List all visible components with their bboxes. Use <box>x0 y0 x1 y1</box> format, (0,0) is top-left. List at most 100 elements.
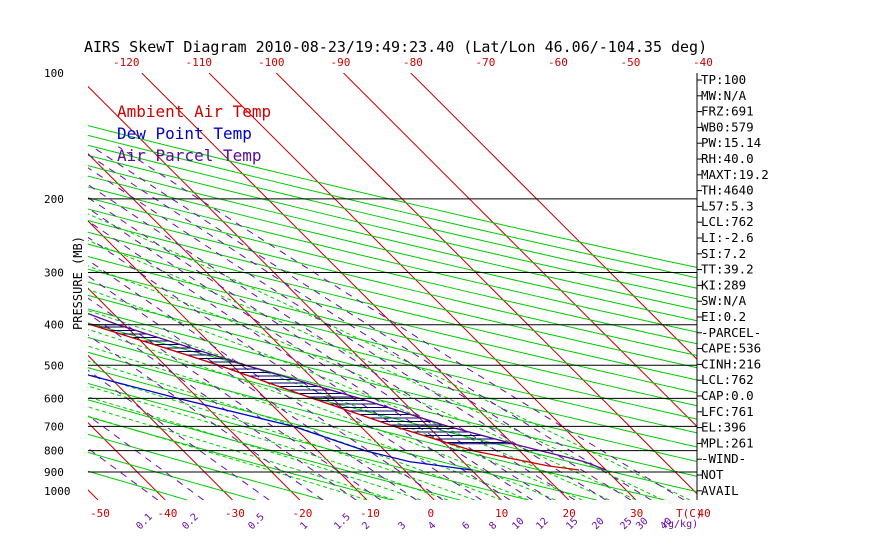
pressure-tick-label: 1000 <box>44 485 71 498</box>
bottom-temp-tick-label: -30 <box>225 507 245 520</box>
isotherm-line <box>88 422 166 500</box>
dry-adiabat-line <box>88 219 697 369</box>
stability-index-item: MAXT:19.2 <box>701 167 769 182</box>
stability-index-item: LFC:761 <box>701 404 754 419</box>
bottom-temp-tick-label: 30 <box>630 507 643 520</box>
isotherm-line <box>88 287 301 500</box>
top-temp-tick-label: -50 <box>621 56 641 69</box>
dry-adiabat-line <box>88 433 324 500</box>
chart-title: AIRS SkewT Diagram 2010-08-23/19:49:23.4… <box>84 38 707 56</box>
stability-index-item: EI:0.2 <box>701 309 746 324</box>
mixing-ratio-tick-label: 10 <box>510 516 526 532</box>
top-temp-tick-label: -100 <box>258 56 285 69</box>
top-temp-tick-label: -60 <box>548 56 568 69</box>
stability-index-item: SI:7.2 <box>701 246 746 261</box>
dry-adiabat-line <box>88 268 697 420</box>
mixing-ratio-tick-label: 1.5 <box>332 512 353 533</box>
pressure-tick-label: 800 <box>44 445 64 458</box>
bottom-temp-tick-label: -20 <box>293 507 313 520</box>
legend-entry: Air Parcel Temp <box>117 146 262 165</box>
pressure-tick-label: 100 <box>44 67 64 80</box>
pressure-tick-label: 900 <box>44 466 64 479</box>
stability-index-item: FRZ:691 <box>701 104 754 119</box>
stability-index-item: NOT <box>701 467 724 482</box>
stability-index-item: EL:396 <box>701 420 746 435</box>
stability-index-item: LI:-2.6 <box>701 230 754 245</box>
moist-adiabat-line <box>88 310 583 500</box>
moist-adiabat-line <box>88 240 664 500</box>
moist-adiabat-line <box>88 328 556 500</box>
top-temp-tick-label: -80 <box>403 56 423 69</box>
legend-entry: Ambient Air Temp <box>117 102 271 121</box>
top-temp-tick-label: -90 <box>331 56 351 69</box>
isotherm-line <box>410 73 697 360</box>
pressure-tick-label: 300 <box>44 267 64 280</box>
moist-adiabat-line <box>88 213 691 500</box>
stability-index-item: PW:15.14 <box>701 135 761 150</box>
stability-index-item: CINH:216 <box>701 356 761 371</box>
moist-adiabat-line <box>88 406 395 500</box>
mixing-ratio-tick-label: 0.1 <box>134 512 155 533</box>
mixing-ratio-tick-label: 1 <box>298 520 310 532</box>
mixing-ratio-tick-label: 20 <box>590 516 606 532</box>
isotherm-line <box>275 73 697 495</box>
dry-adiabat-line <box>88 144 697 289</box>
bottom-temp-tick-label: 20 <box>563 507 576 520</box>
mixing-ratio-tick-label: 4 <box>426 520 438 532</box>
mixing-ratio-tick-label: 6 <box>460 520 472 532</box>
mixing-ratio-tick-label: 0.2 <box>180 512 201 533</box>
dry-adiabat-line <box>88 231 697 381</box>
dry-adiabat-line <box>88 243 697 394</box>
stability-index-item: LCL:762 <box>701 214 754 229</box>
bottom-temp-tick-label: -10 <box>360 507 380 520</box>
mixing-ratio-line <box>88 369 270 500</box>
stability-index-item: TP:100 <box>701 72 746 87</box>
dry-adiabat-line <box>88 186 697 333</box>
bottom-temp-tick-label: 10 <box>495 507 508 520</box>
mixing-ratio-tick-label: 0.5 <box>246 512 267 533</box>
bottom-temp-tick-label: 40 <box>698 507 711 520</box>
top-temp-tick-label: -120 <box>113 56 140 69</box>
series-line-ambient-air-temp <box>88 323 580 471</box>
mixing-ratio-tick-label: 2 <box>360 520 372 532</box>
x-axis-label: T(C) <box>676 507 703 520</box>
dry-adiabat-line <box>88 367 597 500</box>
mixing-ratio-tick-label: 3 <box>396 520 408 532</box>
isotherm-line <box>208 73 637 500</box>
dry-adiabat-line <box>88 281 697 434</box>
dry-adiabat-line <box>88 197 697 345</box>
stability-indices: TP:100MW:N/AFRZ:691WB0:579PW:15.14RH:40.… <box>697 72 769 498</box>
y-axis-label: PRESSURE (MB) <box>71 236 85 330</box>
stability-index-item: KI:289 <box>701 277 746 292</box>
moist-adiabat-line <box>88 345 529 500</box>
pressure-tick-label: 700 <box>44 420 64 433</box>
dry-adiabat-line <box>88 351 665 500</box>
mixing-ratio-tick-label: 12 <box>534 516 550 532</box>
stability-index-item: MW:N/A <box>701 88 747 103</box>
mixing-ratio-line <box>91 146 652 500</box>
stability-index-item: SW:N/A <box>701 293 747 308</box>
series-line-dew-point-temp <box>88 374 472 471</box>
pressure-tick-label: 200 <box>44 193 64 206</box>
pressure-tick-label: 600 <box>44 392 64 405</box>
bottom-temp-tick-label: 0 <box>428 507 435 520</box>
moist-adiabat-line <box>88 415 368 500</box>
stability-index-item: TT:39.2 <box>701 262 754 277</box>
top-temp-tick-label: -70 <box>476 56 496 69</box>
stability-index-item: -PARCEL- <box>701 325 761 340</box>
isotherm-line <box>88 354 233 500</box>
bottom-temp-tick-label: -50 <box>90 507 110 520</box>
dry-adiabat-line <box>88 154 697 300</box>
isotherm-line <box>0 73 31 500</box>
dry-adiabat-line <box>88 134 697 279</box>
dry-adiabat-line <box>88 294 697 448</box>
stability-index-item: WB0:579 <box>701 119 754 134</box>
dry-adiabat-line <box>88 125 697 269</box>
stability-index-item: MPL:261 <box>701 435 754 450</box>
stability-index-item: L57:5.3 <box>701 198 754 213</box>
stability-index-item: RH:40.0 <box>701 151 754 166</box>
dry-adiabat-line <box>88 256 697 407</box>
dry-adiabat-line <box>88 308 697 462</box>
